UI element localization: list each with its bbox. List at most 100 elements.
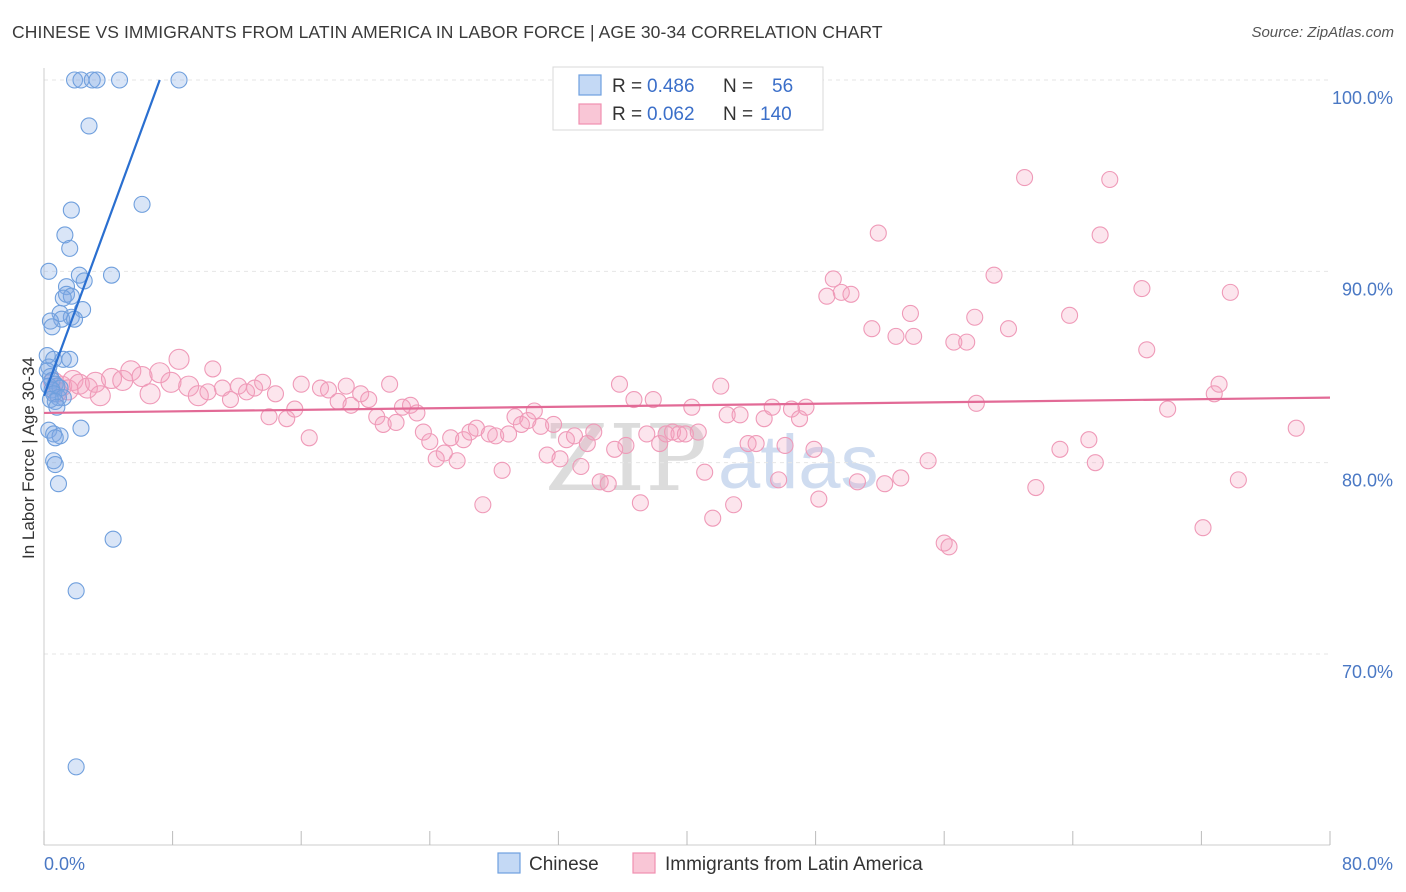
trend-lines: [42, 79, 1331, 415]
latin-point: [770, 471, 788, 489]
stat-n-label-latin: N =: [723, 104, 753, 125]
latin-point: [319, 381, 338, 399]
latin-point: [725, 496, 743, 514]
latin-point: [876, 475, 894, 493]
latin-point: [100, 367, 123, 390]
chinese-point: [65, 71, 84, 89]
chinese-point: [88, 71, 106, 89]
latin-point: [985, 266, 1003, 284]
latin-point: [869, 224, 887, 242]
latin-point: [474, 496, 492, 514]
latin-point: [763, 398, 781, 416]
trend-line-latin: [43, 396, 1331, 415]
latin-point: [731, 406, 749, 424]
latin-point: [606, 440, 624, 458]
latin-point: [940, 538, 958, 556]
latin-point: [160, 371, 182, 393]
chart-title: CHINESE VS IMMIGRANTS FROM LATIN AMERICA…: [12, 22, 883, 42]
latin-point: [670, 425, 688, 443]
bottom-legend-latin: Immigrants from Latin America: [665, 854, 923, 875]
latin-point: [204, 360, 222, 378]
chinese-point: [46, 456, 64, 474]
latin-point: [824, 270, 842, 288]
latin-point: [676, 425, 694, 443]
latin-point: [381, 375, 399, 393]
latin-point: [300, 429, 318, 447]
latin-point: [1086, 454, 1104, 472]
chinese-point: [40, 262, 58, 280]
y-tick-label: 100.0%: [1332, 88, 1393, 108]
stat-r-label-latin: R =: [612, 104, 642, 125]
gridlines: [44, 79, 1330, 655]
y-axis-label: In Labor Force | Age 30-34: [19, 357, 38, 559]
latin-point: [958, 333, 976, 351]
latin-point: [545, 415, 563, 433]
latin-point: [747, 434, 765, 453]
latin-point: [1229, 471, 1247, 489]
latin-point: [631, 494, 649, 512]
chinese-point: [133, 195, 151, 213]
latin-point: [374, 415, 392, 433]
latin-point: [585, 423, 603, 441]
latin-point: [610, 375, 629, 393]
chinese-point: [49, 475, 68, 493]
latin-point: [599, 475, 617, 493]
latin-point: [1080, 431, 1098, 449]
stat-r-label-chinese: R =: [612, 76, 642, 97]
latin-point: [500, 425, 518, 443]
latin-point: [863, 320, 881, 338]
stats-legend: R = 0.486 N = 56 R = 0.062 N = 140: [552, 66, 824, 131]
latin-point: [625, 390, 643, 409]
stat-n-label-chinese: N =: [723, 76, 753, 97]
latin-point: [718, 406, 736, 424]
latin-point: [1287, 419, 1305, 437]
latin-point: [89, 385, 111, 407]
chinese-point: [72, 419, 90, 437]
chinese-point: [43, 318, 61, 336]
latin-point: [260, 408, 278, 426]
latin-point: [919, 452, 937, 470]
latin-point: [892, 469, 910, 487]
axes: 70.0% 80.0% 90.0% 100.0% 0.0% 80.0%: [43, 68, 1393, 874]
chinese-point: [104, 530, 122, 548]
latin-point: [131, 366, 153, 388]
latin-point: [967, 394, 985, 412]
latin-point: [532, 417, 550, 435]
chinese-point: [61, 239, 79, 257]
latin-point: [572, 457, 590, 476]
latin-point: [421, 433, 439, 451]
bottom-legend-chinese: Chinese: [529, 854, 599, 875]
latin-point: [254, 373, 272, 391]
x-tick-label: 0.0%: [44, 854, 85, 874]
latin-point: [644, 390, 662, 409]
latin-point: [1194, 519, 1212, 537]
chinese-point: [61, 350, 79, 368]
latin-point: [696, 463, 714, 481]
chinese-point: [41, 312, 59, 330]
chinese-point: [54, 389, 72, 407]
chinese-point: [48, 398, 66, 416]
stat-n-value-chinese: 56: [772, 76, 793, 97]
latin-point: [387, 413, 405, 432]
trend-line-chinese: [42, 79, 161, 397]
latin-point: [1016, 169, 1034, 187]
bottom-legend: Chinese Immigrants from Latin America: [497, 852, 923, 875]
latin-point: [663, 423, 682, 441]
latin-point: [551, 450, 569, 468]
latin-point: [842, 285, 860, 303]
latin-point: [651, 434, 669, 453]
latin-point: [712, 377, 730, 395]
latin-point: [266, 385, 285, 403]
stat-r-value-chinese: 0.486: [647, 76, 695, 97]
latin-point: [1221, 283, 1239, 301]
latin-point: [657, 425, 675, 443]
chinese-point: [80, 117, 98, 135]
latin-point: [1027, 478, 1045, 497]
latin-point: [168, 348, 190, 370]
latin-point: [818, 287, 836, 305]
chinese-point: [102, 266, 121, 284]
latin-point: [84, 371, 106, 393]
chinese-point: [111, 71, 129, 89]
bottom-legend-swatch-latin: [632, 852, 656, 874]
latin-point: [199, 383, 217, 401]
